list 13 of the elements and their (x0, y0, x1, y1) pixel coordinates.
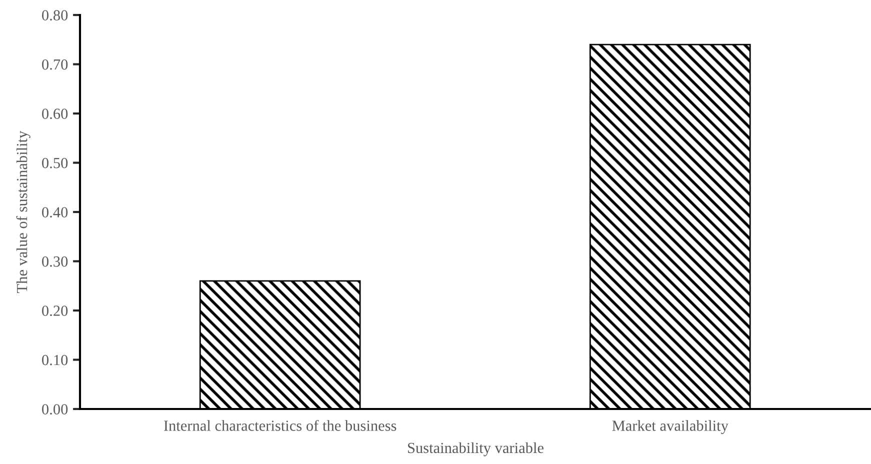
x-tick-label: Internal characteristics of the business (164, 420, 396, 431)
y-tick-label: 0.50 (42, 158, 68, 168)
y-tick-label: 0.70 (42, 59, 68, 70)
y-tick-label: 0.30 (42, 256, 68, 267)
y-tick-label: 0.10 (42, 354, 68, 366)
y-tick-label: 0.00 (42, 404, 68, 415)
x-tick-label: Market availability (612, 420, 728, 434)
y-axis-title: The value of sustainability (16, 130, 30, 293)
y-tick-label: 0.60 (42, 108, 68, 120)
y-tick-label: 0.20 (42, 306, 68, 316)
y-tick-label: 0.40 (42, 207, 68, 218)
x-axis-title: Sustainability variable (408, 442, 544, 456)
y-tick-label: 0.80 (42, 10, 68, 21)
